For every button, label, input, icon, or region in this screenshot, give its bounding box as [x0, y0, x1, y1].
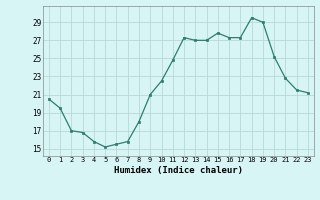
X-axis label: Humidex (Indice chaleur): Humidex (Indice chaleur) — [114, 166, 243, 175]
